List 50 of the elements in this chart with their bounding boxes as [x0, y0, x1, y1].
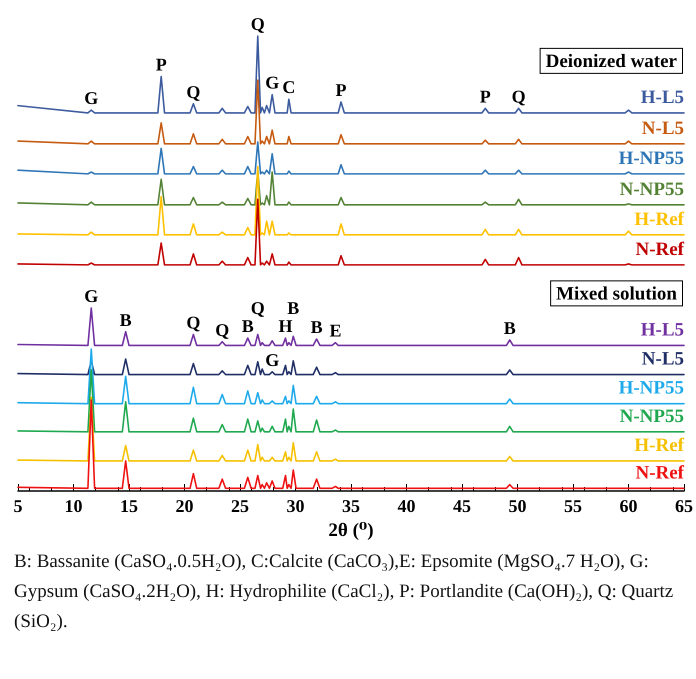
annotation: Q [186, 82, 200, 102]
x-tick-label: 55 [564, 496, 582, 516]
annotation: H [278, 316, 293, 336]
x-tick-label: 40 [398, 496, 416, 516]
annotation: Deionized water [546, 50, 678, 72]
text: B: Bassanite (CaSO₄.0.5H₂O), C:Calcite (CaCO₃),E: Epsomite (MgSO₄.7 H₂O), G: Gypsum (CaSO₄.2H₂O), H: Hydrophilite (CaCl₂), P: Portlandite (Ca(OH)₂), Q: Quartz (SiO₂). [13, 550, 674, 634]
series-label: H-L5 [640, 319, 684, 340]
annotation: C [282, 77, 296, 98]
x-tick-label: 5 [14, 496, 22, 516]
series-label: N-Ref [635, 238, 685, 260]
x-tick-label: 20 [176, 496, 194, 516]
x-tick-label: 25 [231, 496, 249, 516]
series-label: N-Ref [635, 462, 685, 484]
annotation: Q [186, 312, 200, 332]
series-label: N-NP55 [620, 406, 684, 427]
series-label: H-NP55 [618, 378, 684, 399]
annotation: G [84, 88, 98, 108]
annotation: G [265, 72, 280, 93]
x-tick-label: 60 [620, 496, 638, 516]
series-label: H-L5 [640, 86, 684, 108]
x-tick-label: 15 [120, 496, 138, 516]
x-tick-label: 10 [64, 496, 82, 516]
annotation: B [120, 310, 132, 330]
annotation: B [504, 318, 516, 338]
series-label: N-L5 [642, 118, 684, 139]
annotation: G [265, 350, 280, 370]
x-tick-label: 50 [508, 496, 526, 516]
series-label: H-Ref [634, 208, 685, 230]
x-axis-title: 2θ (⁰) [328, 520, 374, 541]
x-tick-label: 35 [342, 496, 360, 516]
x-tick-label: 65 [675, 496, 693, 516]
annotation: B [242, 316, 254, 336]
annotation: Q [215, 320, 230, 340]
annotation: Q [512, 86, 526, 106]
x-tick-label: 30 [286, 496, 304, 516]
annotation: P [480, 86, 491, 106]
x-tick-label: 45 [453, 496, 471, 516]
annotation: Q [250, 298, 265, 318]
annotation: Mixed solution [556, 283, 678, 304]
series-label: N-NP55 [620, 178, 684, 200]
annotation: P [156, 54, 167, 74]
annotation: P [336, 80, 347, 100]
annotation: Q [250, 14, 265, 34]
annotation: G [84, 286, 98, 306]
series-label: H-Ref [634, 434, 685, 456]
series-label: H-NP55 [618, 148, 684, 169]
series-label: N-L5 [642, 348, 684, 370]
annotation: B [287, 298, 300, 318]
annotation: E [329, 320, 342, 341]
annotation: B [310, 317, 323, 338]
